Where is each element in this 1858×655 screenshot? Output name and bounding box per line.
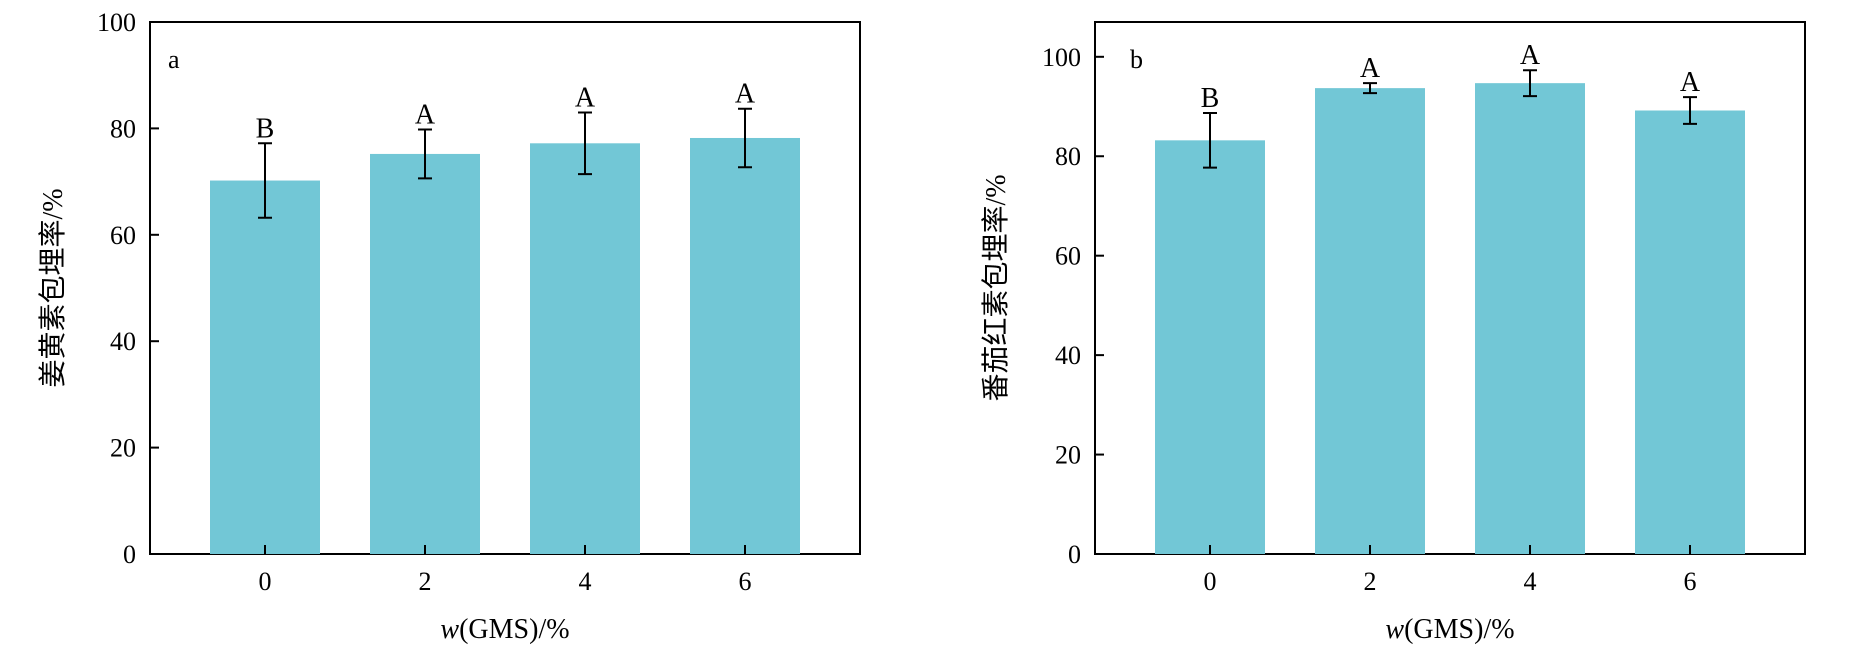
bar-6 <box>690 137 800 554</box>
error-bar-0 <box>1203 111 1217 169</box>
y-tick-label: 0 <box>1068 540 1081 569</box>
x-tick-label: 2 <box>419 567 432 596</box>
plot-frame <box>1094 21 1806 555</box>
x-tick-label: 0 <box>259 567 272 596</box>
bars <box>210 137 800 554</box>
error-bar-6 <box>738 107 752 169</box>
y-tick-label: 60 <box>110 221 136 250</box>
y-axis-label: 番茄红素包埋率/% <box>980 174 1012 401</box>
y-tick-label: 40 <box>110 327 136 356</box>
x-tick-label: 6 <box>739 567 752 596</box>
error-bar-4 <box>578 111 592 176</box>
y-ticks: 0 20 40 60 80 100 <box>97 8 159 569</box>
x-tick-label: 4 <box>579 567 592 596</box>
significance-label: A <box>415 99 436 130</box>
y-tick-label: 80 <box>1055 142 1081 171</box>
error-bar-0 <box>258 142 272 219</box>
y-tick-label: 100 <box>1042 43 1081 72</box>
x-ticks: 0 2 4 6 <box>1204 545 1697 596</box>
bar-0 <box>210 180 320 554</box>
bar-4 <box>530 143 640 554</box>
x-tick-label: 6 <box>1684 567 1697 596</box>
x-axis-label-rest: (GMS)/% <box>459 614 569 645</box>
panel-label: b <box>1130 45 1143 74</box>
error-bar-2 <box>418 128 432 180</box>
y-tick-label: 80 <box>110 114 136 143</box>
significance-label: B <box>256 113 275 144</box>
significance-labels: B A A A <box>256 79 756 145</box>
y-ticks: 0 20 40 60 80 100 <box>1042 43 1104 569</box>
x-axis-label-italic: w <box>440 614 459 645</box>
y-tick-label: 20 <box>1055 441 1081 470</box>
bar-2 <box>370 153 480 554</box>
significance-label: A <box>1680 67 1701 98</box>
chart-panel-a: a w(GMS)/% 姜黄素包埋率/% B A A A 0 20 40 60 80 100 0 2… <box>37 8 861 645</box>
bar-4 <box>1475 83 1585 554</box>
bars <box>1155 83 1745 555</box>
significance-label: A <box>575 82 596 113</box>
y-tick-label: 20 <box>110 434 136 463</box>
x-axis-label-rest: (GMS)/% <box>1404 614 1514 645</box>
error-bar-2 <box>1363 82 1377 95</box>
x-ticks: 0 2 4 6 <box>259 545 752 596</box>
error-bars <box>1203 69 1697 169</box>
x-axis-label: w(GMS)/% <box>440 614 569 645</box>
bar-6 <box>1635 110 1745 555</box>
x-axis-label: w(GMS)/% <box>1385 614 1514 645</box>
y-axis-label: 姜黄素包埋率/% <box>37 188 69 387</box>
y-tick-label: 100 <box>97 8 136 37</box>
significance-label: B <box>1201 83 1220 114</box>
significance-label: A <box>1360 53 1381 84</box>
x-axis-label-italic: w <box>1385 614 1404 645</box>
significance-labels: B A A A <box>1201 40 1701 114</box>
significance-label: A <box>735 79 756 110</box>
panel-label: a <box>168 45 180 74</box>
y-tick-label: 60 <box>1055 242 1081 271</box>
plot-frame <box>149 21 861 555</box>
bar-0 <box>1155 140 1265 554</box>
x-tick-label: 4 <box>1524 567 1537 596</box>
x-tick-label: 0 <box>1204 567 1217 596</box>
y-tick-label: 0 <box>123 540 136 569</box>
error-bar-6 <box>1683 96 1697 125</box>
error-bars <box>258 107 752 219</box>
error-bar-4 <box>1523 69 1537 98</box>
y-tick-label: 40 <box>1055 341 1081 370</box>
significance-label: A <box>1520 40 1541 71</box>
x-tick-label: 2 <box>1364 567 1377 596</box>
bar-2 <box>1315 88 1425 554</box>
